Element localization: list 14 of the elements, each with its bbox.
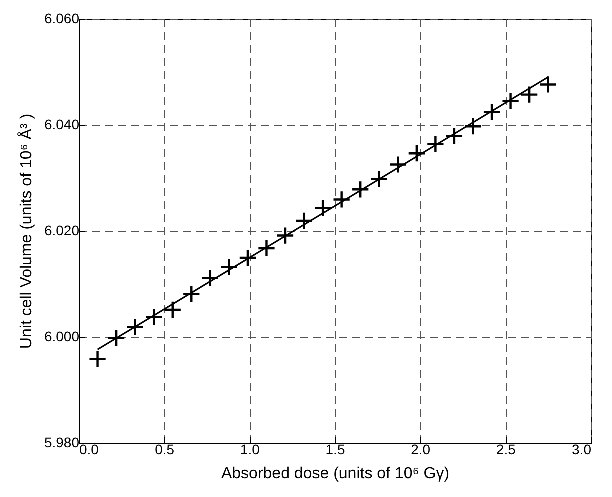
y-tick-label: 5.980 xyxy=(44,434,80,450)
y-tick-label: 6.020 xyxy=(44,222,80,238)
y-tick-label: 6.000 xyxy=(44,328,80,344)
x-tick-label: 0.0 xyxy=(80,442,100,458)
x-tick-label: 2.0 xyxy=(411,442,431,458)
x-tick-label: 1.0 xyxy=(240,442,260,458)
y-axis-title: Unit cell Volume (units of 10⁶ Å³ ) xyxy=(17,114,36,350)
x-tick-label: 2.5 xyxy=(496,442,516,458)
y-tick-label: 6.040 xyxy=(44,116,80,132)
y-tick-label: 6.060 xyxy=(44,10,80,26)
x-tick-label: 0.5 xyxy=(155,442,175,458)
x-tick-label: 1.5 xyxy=(326,442,346,458)
x-axis-title: Absorbed dose (units of 10⁶ Gγ) xyxy=(221,466,450,482)
x-tick-label: 3.0 xyxy=(572,442,592,458)
